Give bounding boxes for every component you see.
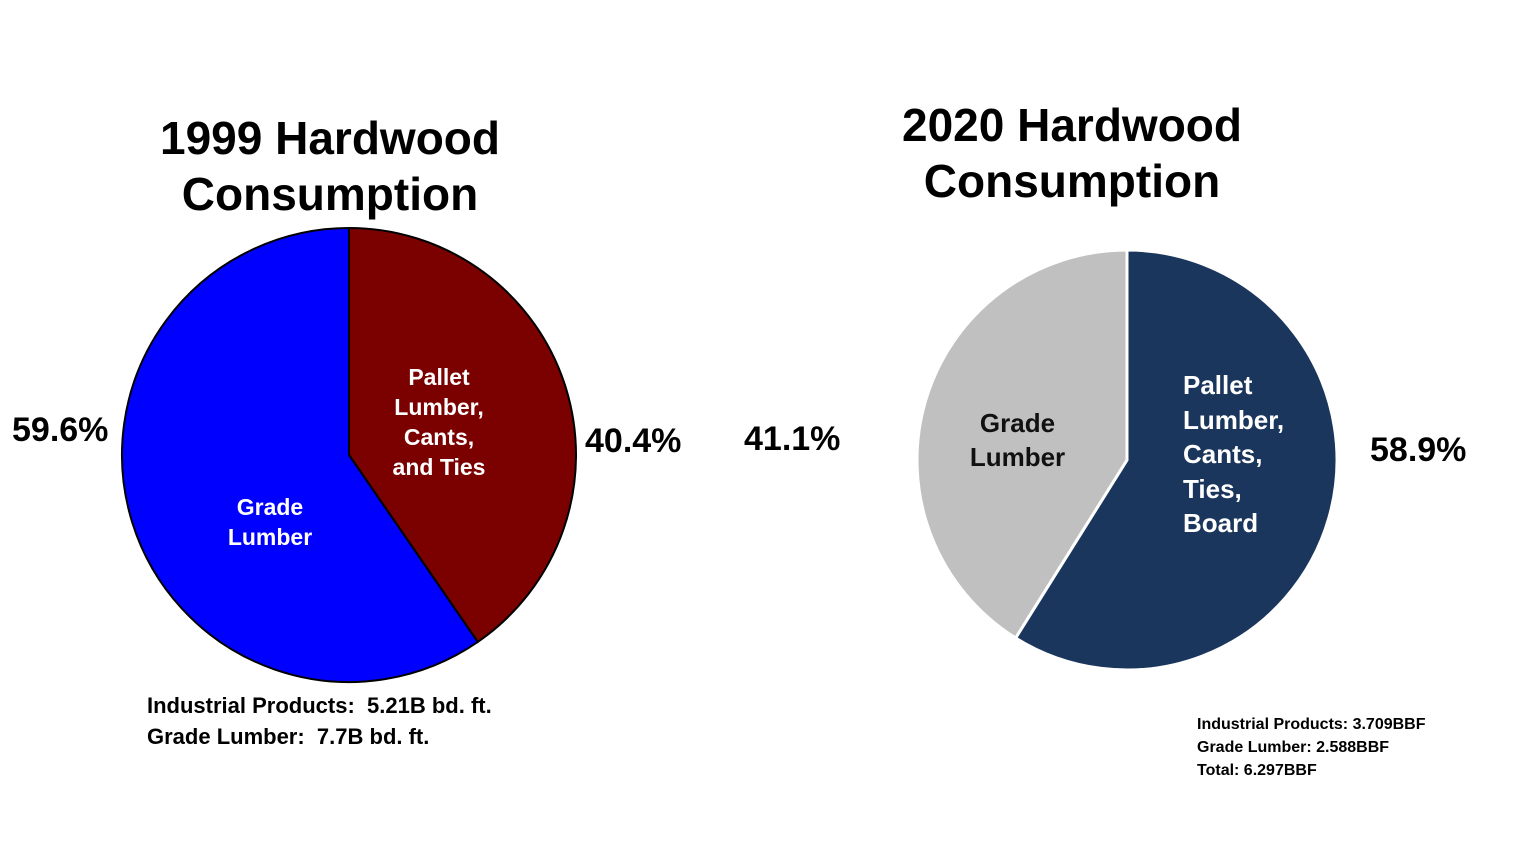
title-line: Consumption (181, 168, 479, 220)
slice-label-grade-1999: Grade Lumber (227, 494, 313, 550)
pie-slice (348, 226, 577, 644)
note: Grade Lumber: 2.588BBF (1197, 739, 1390, 756)
pct-label-pallet-2020: 58.9% (1370, 431, 1467, 469)
slice-label-pallet-1999: Pallet Lumber, Cants, and Ties (392, 364, 486, 480)
note: Industrial Products: 3.709BBF (1197, 716, 1426, 733)
notes-2020: Industrial Products: 3.709BBF Grade Lumb… (1197, 713, 1426, 782)
notes-1999: Industrial Products: 5.21B bd. ft. Grade… (147, 690, 492, 752)
pct-label-pallet-1999: 40.4% (585, 422, 682, 460)
title-line: 1999 Hardwood (160, 112, 500, 164)
note: Total: 6.297BBF (1197, 762, 1317, 779)
pct-label-grade-1999: 59.6% (12, 411, 109, 449)
pie-slice (915, 248, 1129, 641)
pie-slice (1013, 248, 1339, 672)
title-line: 2020 Hardwood (902, 99, 1242, 151)
note: Grade Lumber: 7.7B bd. ft. (147, 724, 430, 749)
slice-label-grade-2020: Grade Lumber (969, 408, 1066, 472)
title-line: Consumption (923, 155, 1221, 207)
chart-title-1999: 1999 Hardwood Consumption (80, 110, 580, 222)
note: Industrial Products: 5.21B bd. ft. (147, 693, 492, 718)
pct-label-grade-2020: 41.1% (744, 420, 841, 458)
pie-1999 (121, 226, 577, 683)
pie-slice (121, 226, 480, 683)
pie-2020 (915, 248, 1339, 672)
slice-label-pallet-2020: Pallet Lumber, Cants, Ties, Board (1183, 370, 1285, 538)
chart-title-2020: 2020 Hardwood Consumption (822, 97, 1322, 209)
